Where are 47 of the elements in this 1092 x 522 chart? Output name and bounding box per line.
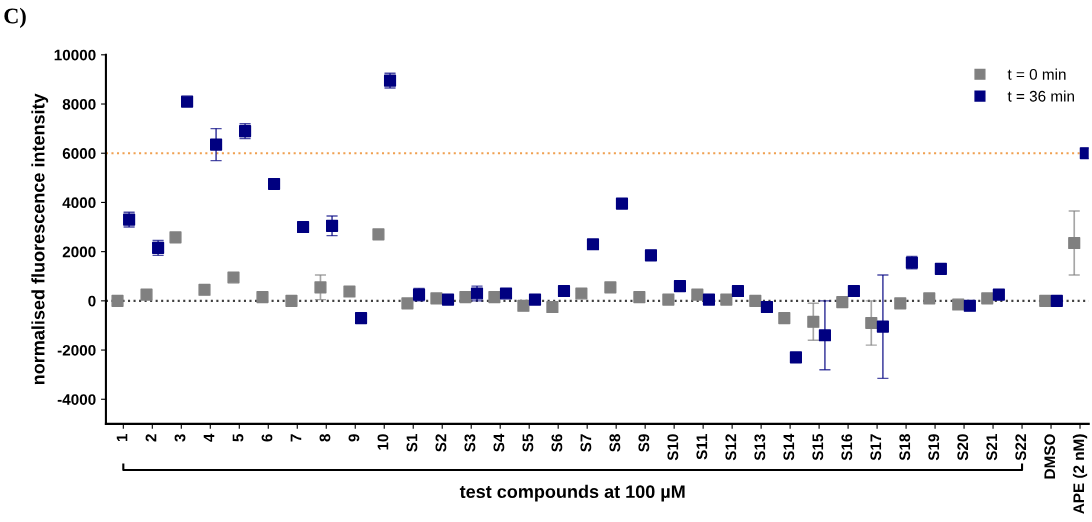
x-tick-label: DMSO [1044,434,1056,479]
x-tick-label: S3 [464,434,476,452]
x-tick-label: S4 [493,433,505,452]
y-tick-label: 6000 [62,148,96,159]
x-tick-label: S6 [551,434,563,452]
x-tick-label: 4 [203,433,215,442]
x-tick-label: S10 [667,434,679,461]
x-tick-label: 9 [348,434,360,442]
x-tick-label: S22 [1015,434,1027,461]
x-tick-label: 10 [377,434,389,450]
x-tick-label: S8 [609,434,621,452]
y-tick-label: 8000 [62,98,96,110]
x-tick-label: S18 [899,434,911,461]
x-tick-label: S16 [841,434,853,461]
y-tick-label: 2000 [62,246,96,258]
x-tick-label: S1 [406,434,418,452]
x-tick-label: S5 [522,434,534,452]
x-tick-label: S20 [957,434,969,461]
x-tick-label: 8 [319,434,331,442]
x-tick-label: S13 [754,434,766,461]
x-tick-label: 7 [290,434,302,442]
x-tick-label: 2 [145,434,157,442]
x-tick-label: S7 [580,434,592,452]
x-tick-label: S2 [435,434,447,452]
x-tick-label: 3 [174,434,186,442]
x-tick-label: S11 [696,434,708,460]
text: C) [4,7,26,28]
x-tick-label: 1 [116,434,128,442]
x-tick-label: S19 [928,434,940,461]
text: test compounds at 100 µM [459,484,685,502]
y-tick-label: 0 [88,295,96,307]
legend-label: t = 36 min [1007,90,1074,102]
y-tick-label: 4000 [62,197,96,209]
x-tick-label: 6 [261,434,273,442]
x-tick-label: 5 [232,434,244,442]
x-tick-label: APE (2 nM) [1072,434,1088,514]
x-tick-label: S15 [812,434,824,461]
x-tick-label: S21 [986,434,998,461]
x-tick-label: S9 [638,434,650,452]
y-tick-label: -2000 [57,344,96,356]
legend-label: t = 0 min [1007,68,1066,80]
y-tick-label: -4000 [57,394,96,405]
x-tick-label: S14 [783,433,795,461]
x-tick-label: S17 [870,434,882,461]
y-tick-label: 10000 [54,49,96,61]
y-axis-title: normalised fluorescence intensity [31,93,49,385]
x-tick-label: S12 [725,434,737,461]
